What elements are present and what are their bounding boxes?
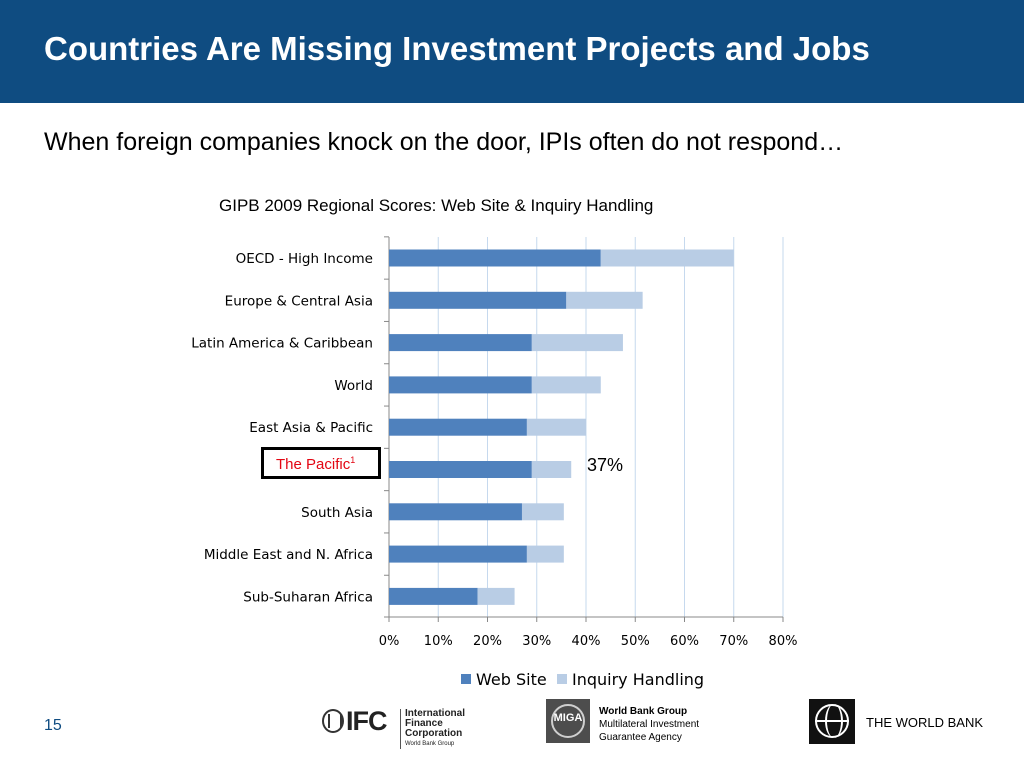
x-tick-label: 80%: [769, 634, 798, 649]
bar-inquiry-handling: [531, 461, 572, 478]
highlight-label-text: The Pacific: [276, 456, 351, 473]
category-label: OECD - High Income: [236, 251, 373, 267]
x-tick-label: 10%: [424, 634, 453, 649]
category-label: World: [334, 378, 373, 394]
legend-label: Inquiry Handling: [572, 670, 704, 689]
miga-globe-icon: [551, 704, 585, 738]
legend-swatch: [557, 674, 567, 684]
category-label: Latin America & Caribbean: [191, 336, 373, 352]
bar-inquiry-handling: [477, 587, 515, 605]
ifc-letters: IFC: [346, 706, 387, 736]
bar-web-site: [389, 461, 532, 478]
ifc-line1: International: [405, 708, 466, 719]
bar-inquiry-handling: [531, 376, 601, 394]
highlight-box: [261, 447, 381, 479]
miga-mark: MIGA: [553, 712, 583, 724]
bar-inquiry-handling: [526, 545, 564, 563]
highlight-label: The Pacific1: [276, 455, 355, 473]
miga-text: World Bank Group Multilateral Investment…: [599, 705, 699, 744]
category-label: Middle East and N. Africa: [204, 547, 373, 563]
x-tick-label: 0%: [379, 634, 400, 649]
ifc-line2: Finance Corporation: [405, 718, 463, 739]
bar-inquiry-handling: [566, 291, 643, 309]
slide-title: Countries Are Missing Investment Project…: [44, 30, 870, 67]
miga-line1: World Bank Group: [599, 706, 688, 717]
bar-inquiry-handling: [531, 334, 623, 352]
chart-title: GIPB 2009 Regional Scores: Web Site & In…: [219, 196, 654, 215]
world-bank-text: THE WORLD BANK: [866, 715, 984, 730]
x-tick-label: 20%: [473, 634, 502, 649]
bar-web-site: [389, 587, 478, 605]
category-label: East Asia & Pacific: [249, 420, 373, 436]
ifc-logo: IFC International Finance Corporation Wo…: [322, 706, 502, 749]
x-tick-label: 30%: [522, 634, 551, 649]
bar-web-site: [389, 334, 532, 352]
bar-inquiry-handling: [526, 418, 586, 436]
bar-inquiry-handling: [521, 503, 564, 521]
highlight-footnote-mark: 1: [350, 455, 356, 465]
x-tick-label: 50%: [621, 634, 650, 649]
slide-subtitle: When foreign companies knock on the door…: [44, 128, 844, 156]
bar-web-site: [389, 545, 527, 563]
category-label: South Asia: [301, 505, 373, 521]
x-tick-label: 70%: [719, 634, 748, 649]
bar-web-site: [389, 503, 522, 521]
category-label: Europe & Central Asia: [225, 293, 373, 309]
page-number: 15: [44, 717, 62, 734]
category-label: Sub-Suharan Africa: [243, 589, 373, 605]
ifc-text: International Finance Corporation World …: [400, 709, 502, 749]
bar-web-site: [389, 249, 601, 267]
miga-logo: MIGA: [546, 699, 590, 743]
world-bank-globe-icon: [815, 704, 849, 738]
bar-web-site: [389, 376, 532, 394]
x-tick-label: 40%: [572, 634, 601, 649]
miga-line2: Multilateral Investment: [599, 719, 700, 730]
ifc-emblem-icon: [322, 709, 344, 733]
legend-label: Web Site: [476, 670, 547, 689]
bar-web-site: [389, 418, 527, 436]
highlight-callout: 37%: [587, 455, 624, 475]
world-bank-logo: [809, 699, 855, 744]
bar-web-site: [389, 291, 567, 309]
x-tick-label: 60%: [670, 634, 699, 649]
title-bar: Countries Are Missing Investment Project…: [0, 0, 1024, 103]
miga-line3: Guarantee Agency: [599, 732, 682, 743]
ifc-line3: World Bank Group: [405, 741, 455, 747]
legend-swatch: [461, 674, 471, 684]
bar-inquiry-handling: [600, 249, 734, 267]
